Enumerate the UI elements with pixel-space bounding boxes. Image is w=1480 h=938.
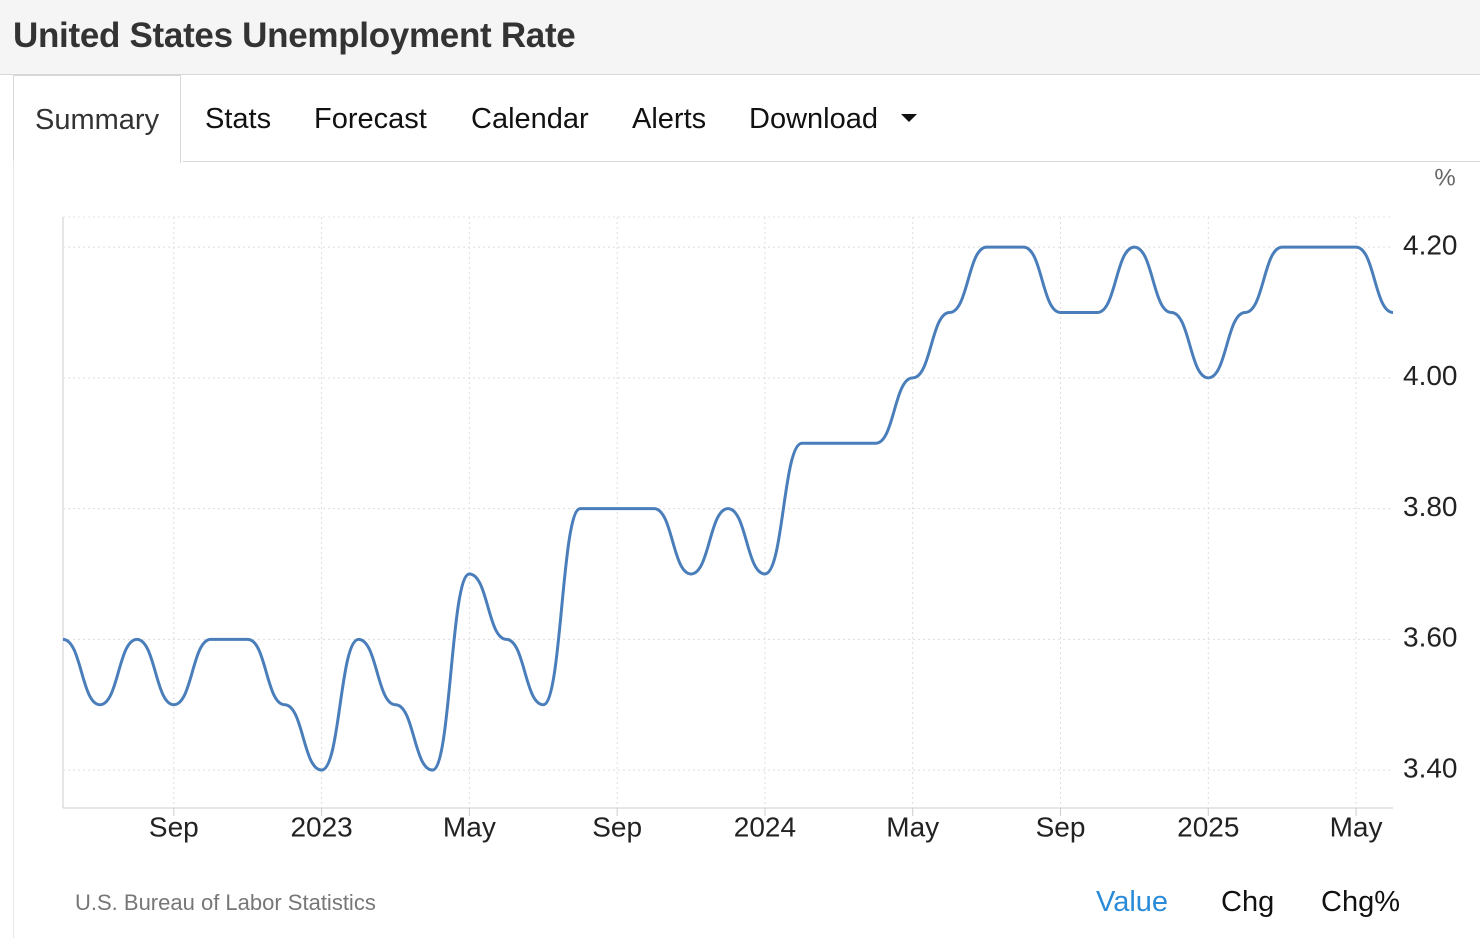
tab[interactable]: Alerts: [632, 103, 707, 135]
toggle[interactable]: Chg: [1221, 886, 1275, 918]
dropdown-caret[interactable]: [901, 114, 917, 122]
y-tick-label: 3.60: [1403, 622, 1458, 653]
tab[interactable]: Forecast: [314, 103, 427, 135]
header: United States Unemployment Rate: [0, 0, 1480, 75]
page-title: United States Unemployment Rate: [13, 16, 576, 55]
data-line: [62, 245, 1394, 772]
tab[interactable]: Summary: [13, 75, 182, 163]
divider: [13, 161, 14, 938]
x-tick-label: Sep: [149, 811, 199, 842]
tab-bar: Summary Stats Forecast Calendar Alerts D…: [0, 75, 1480, 163]
x-tick-label: 2023: [290, 811, 352, 842]
tab[interactable]: Download: [749, 103, 878, 135]
toggle[interactable]: Value: [1096, 886, 1169, 918]
x-tick-label: 2024: [734, 811, 796, 842]
x-tick-label: May: [886, 811, 939, 842]
tab[interactable]: Stats: [205, 103, 272, 135]
y-tick-label: 3.40: [1403, 752, 1458, 783]
y-tick-label: 3.80: [1403, 491, 1458, 522]
y-tick-label: 4.20: [1403, 229, 1458, 260]
x-tick-label: 2025: [1177, 811, 1239, 842]
unit-label: %: [1434, 164, 1455, 191]
tab[interactable]: Calendar: [471, 103, 589, 135]
x-tick-label: May: [1330, 811, 1383, 842]
divider: [183, 161, 1480, 162]
toggle[interactable]: Chg%: [1321, 886, 1400, 918]
x-tick-label: May: [443, 811, 496, 842]
y-tick-label: 4.00: [1403, 360, 1458, 391]
x-tick-label: Sep: [592, 811, 642, 842]
x-tick-label: Sep: [1036, 811, 1086, 842]
source-note: U.S. Bureau of Labor Statistics: [75, 890, 376, 915]
